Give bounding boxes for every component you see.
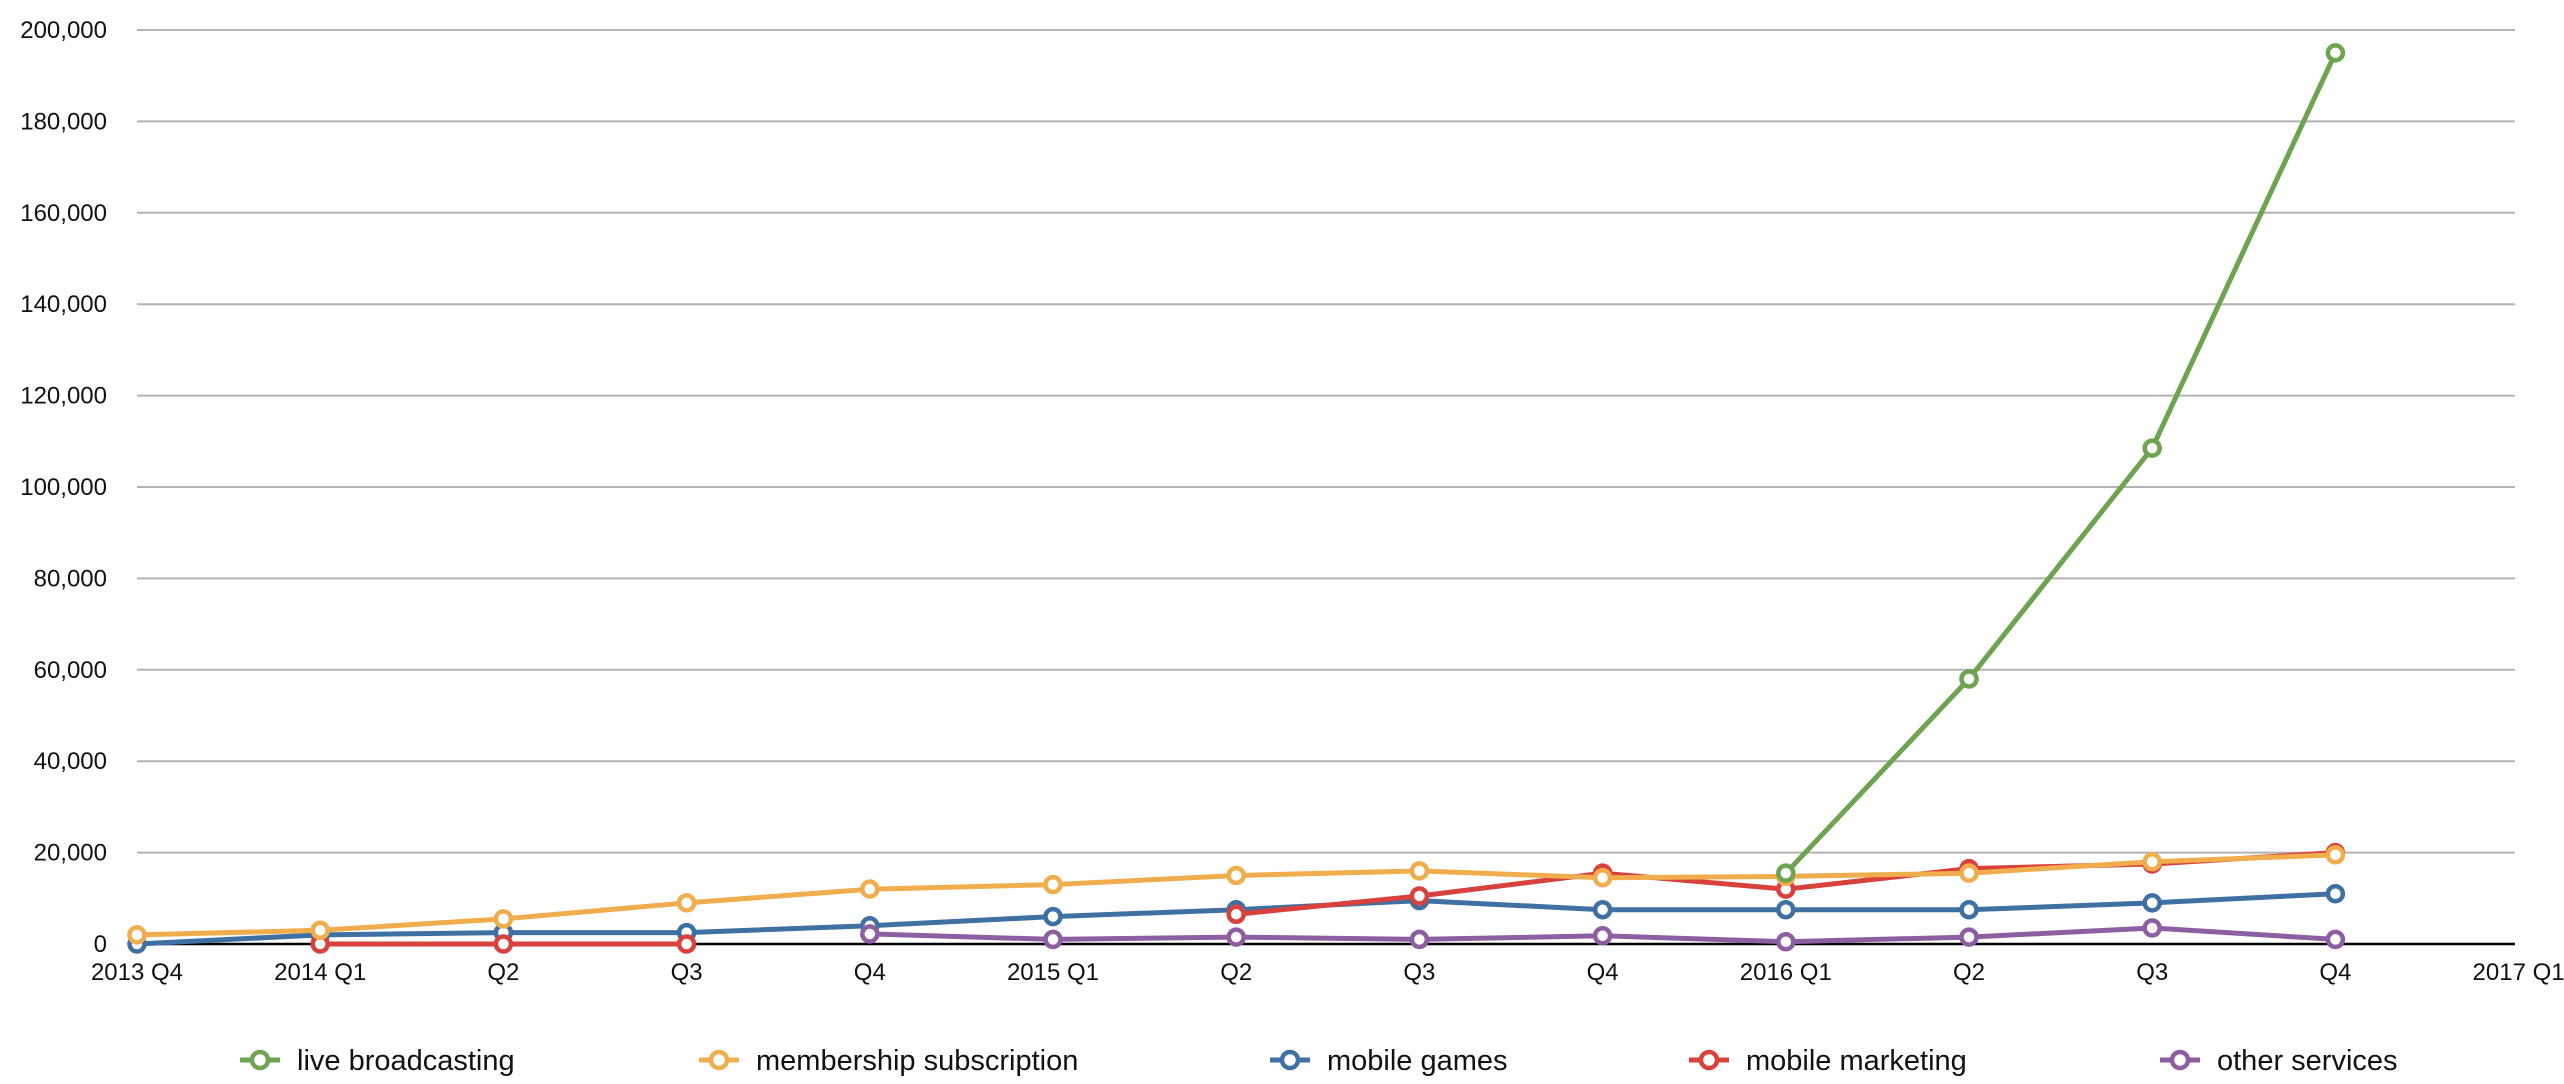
data-point [676,934,697,954]
x-tick-label: 2017 Q1 [2473,959,2564,986]
x-tick-label: Q4 [2319,959,2351,986]
data-point [493,909,514,929]
series-lines [127,43,2346,954]
y-tick-label: 40,000 [34,748,107,775]
data-point [1959,899,1979,920]
data-point [1592,926,1613,946]
legend-item: other services [2160,1045,2398,1077]
data-point [2142,438,2162,458]
legend-label: mobile marketing [1746,1045,1967,1077]
data-point [1226,904,1246,925]
data-point [1592,899,1613,920]
legend-swatch-marker [249,1049,271,1071]
x-tick-label: Q4 [854,959,886,986]
y-tick-label: 180,000 [20,108,107,135]
x-tick-label: Q4 [1587,959,1619,986]
y-tick-label: 200,000 [20,17,107,44]
legend-swatch-marker [2169,1049,2191,1071]
x-tick-label: Q2 [487,959,519,986]
data-point [2142,851,2162,872]
data-point [1776,931,1796,952]
data-point [1776,899,1796,920]
legend-label: membership subscription [756,1045,1078,1077]
data-point [1226,927,1246,947]
y-tick-label: 120,000 [20,383,107,410]
series-line [1783,50,2338,876]
gridlines [137,29,2515,854]
data-point [1959,669,1979,689]
data-point [2325,929,2346,950]
legend-label: other services [2217,1045,2398,1077]
data-point [2142,893,2162,913]
data-point [493,934,514,954]
x-tick-label: Q2 [1953,959,1985,986]
data-point [127,925,147,945]
x-tick-label: Q3 [1403,959,1435,986]
data-point [676,893,697,913]
data-point [2142,918,2162,938]
data-point [1592,867,1613,888]
legend-item: mobile marketing [1689,1045,1967,1077]
y-tick-label: 80,000 [34,565,107,592]
legend-swatch-marker [1279,1049,1301,1071]
data-point [860,879,880,899]
data-point [1959,927,1979,947]
x-axis: 2013 Q4 2014 Q1 Q2 Q3 Q4 2015 Q1 Q2 Q3 Q4 2016 Q1… [91,942,2564,986]
y-tick-label: 100,000 [20,474,107,501]
data-point [1959,863,1979,883]
x-tick-label: Q3 [2136,959,2168,986]
data-point [1409,886,1430,906]
x-tick-label: 2015 Q1 [1007,959,1099,986]
y-tick-label: 160,000 [20,200,107,227]
legend: live broadcasting membership subscription… [240,1045,2398,1077]
data-point [1226,865,1246,886]
x-tick-label: 2016 Q1 [1740,959,1832,986]
x-tick-label: Q2 [1220,959,1252,986]
data-point [1409,929,1430,950]
legend-item: live broadcasting [240,1045,515,1077]
x-tick-label: Q3 [671,959,703,986]
data-point [1043,906,1063,927]
data-point [2325,883,2346,904]
data-point [860,924,880,944]
data-point [1043,874,1063,895]
x-tick-label: 2013 Q4 [91,959,183,986]
legend-label: mobile games [1327,1045,1508,1077]
legend-item: membership subscription [699,1045,1078,1077]
data-point [1776,863,1796,883]
series-other-services [860,918,2346,952]
data-point [1409,861,1430,881]
data-point [2325,845,2346,865]
y-tick-label: 60,000 [34,657,107,684]
data-point [2325,43,2346,63]
series-live-broadcasting [1776,43,2346,883]
data-point [1043,929,1063,950]
legend-item: mobile games [1270,1045,1508,1077]
y-tick-label: 0 [94,931,107,958]
legend-swatch-marker [1698,1049,1720,1071]
legend-label: live broadcasting [297,1045,515,1077]
y-tick-label: 20,000 [34,840,107,867]
x-tick-label: 2014 Q1 [274,959,366,986]
y-axis-tick-labels: 0 20,000 40,000 60,000 80,000 100,000 120,000 1… [20,17,107,958]
data-point [310,920,330,941]
y-tick-label: 140,000 [20,291,107,318]
legend-swatch-marker [708,1049,730,1071]
